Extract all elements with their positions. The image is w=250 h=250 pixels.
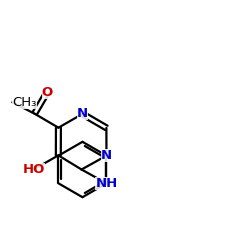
Text: O: O [42, 86, 53, 99]
Text: NH: NH [95, 177, 118, 190]
Text: N: N [77, 108, 88, 120]
Text: N: N [101, 149, 112, 162]
Text: CH₃: CH₃ [12, 96, 37, 109]
Text: HO: HO [23, 162, 46, 175]
